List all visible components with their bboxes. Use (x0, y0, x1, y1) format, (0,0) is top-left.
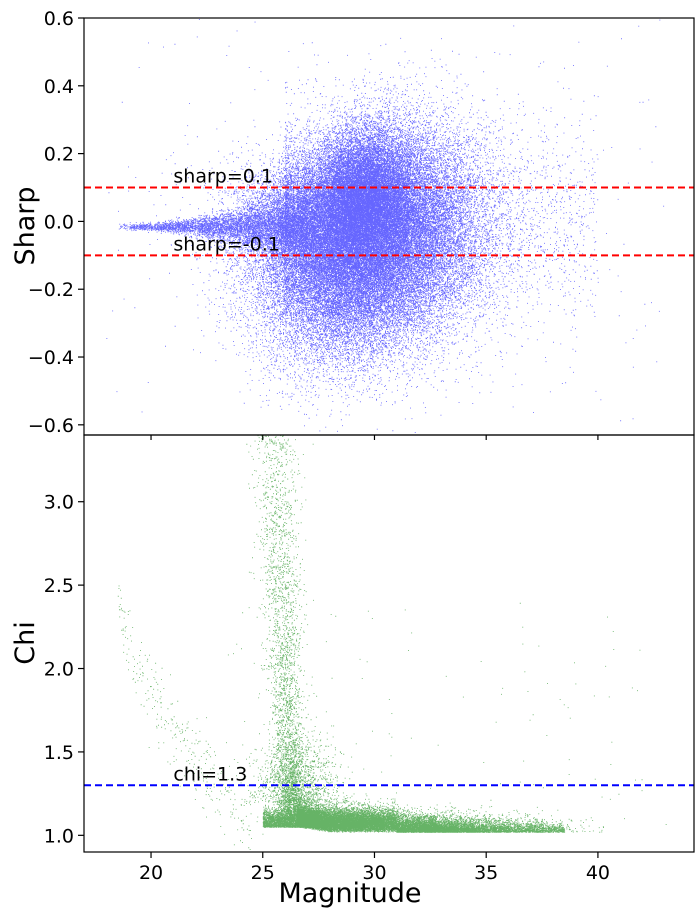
y-tick-label: 0.6 (44, 8, 74, 30)
chi-y-axis-label: Chi (10, 621, 41, 664)
threshold-annotation: sharp=-0.1 (173, 233, 279, 255)
threshold-annotation: chi=1.3 (173, 763, 247, 785)
x-tick-label: 20 (139, 862, 163, 884)
x-axis-label: Magnitude (278, 878, 421, 909)
threshold-annotation: sharp=0.1 (173, 166, 273, 188)
y-tick-label: 2.5 (44, 575, 74, 597)
x-tick-label: 40 (586, 862, 610, 884)
y-tick-label: 0.0 (44, 211, 74, 233)
chi-annotations: chi=1.3 (173, 763, 247, 785)
y-tick-label: 0.4 (44, 76, 74, 98)
y-tick-label: −0.6 (28, 415, 74, 437)
x-tick-label: 35 (474, 862, 498, 884)
y-tick-label: −0.2 (28, 279, 74, 301)
y-tick-label: 2.0 (44, 659, 74, 681)
y-tick-label: 1.5 (44, 742, 74, 764)
y-tick-label: 1.0 (44, 825, 74, 847)
y-tick-label: −0.4 (28, 347, 74, 369)
x-tick-label: 25 (251, 862, 275, 884)
sharp-y-axis-label: Sharp (10, 186, 41, 265)
y-tick-label: 3.0 (44, 492, 74, 514)
y-tick-label: 0.2 (44, 144, 74, 166)
